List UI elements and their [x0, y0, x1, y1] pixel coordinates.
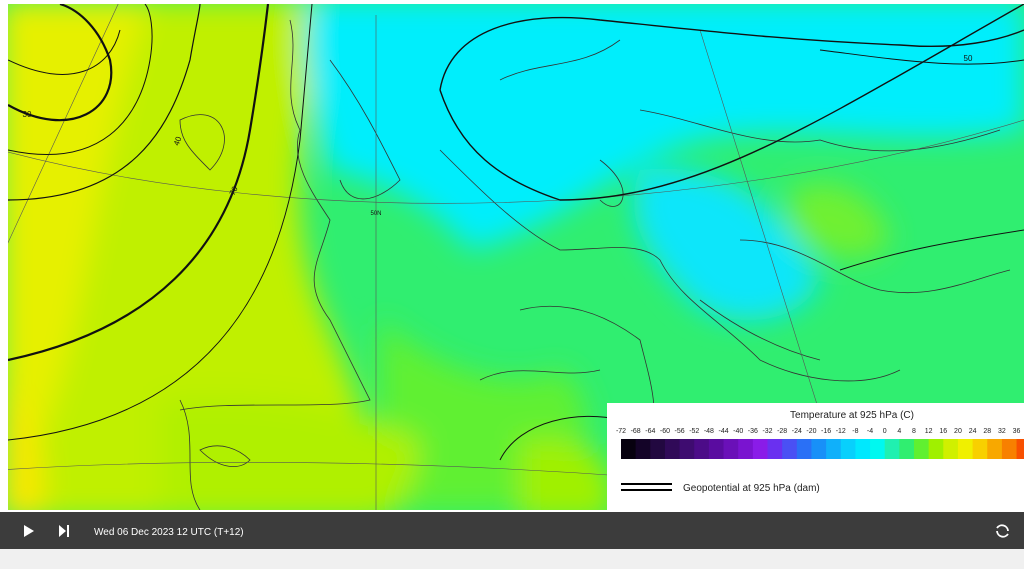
legend-tick-label: -48: [704, 428, 714, 435]
legend-line-label: Geopotential at 925 hPa (dam): [683, 483, 820, 494]
legend-tick-label: -72: [616, 428, 626, 435]
legend-tick-label: 20: [954, 428, 962, 435]
color-swatch: [1001, 439, 1018, 459]
color-swatch: [826, 439, 842, 459]
color-swatch: [752, 439, 768, 459]
legend-tick-label: -52: [689, 428, 699, 435]
color-swatch: [621, 439, 637, 459]
color-swatch: [840, 439, 856, 459]
legend-tick-label: 12: [925, 428, 933, 435]
legend-tick-label: -28: [777, 428, 787, 435]
legend-tick-label: -12: [836, 428, 846, 435]
color-swatch: [650, 439, 666, 459]
legend-tick-label: -8: [852, 428, 858, 435]
legend-tick-label: 24: [969, 428, 977, 435]
play-button[interactable]: [24, 525, 34, 537]
color-swatch: [943, 439, 959, 459]
contour-label: 50: [964, 54, 973, 63]
legend-tick-label: -4: [867, 428, 873, 435]
legend-title: Temperature at 925 hPa (C): [790, 410, 914, 421]
color-swatch: [708, 439, 725, 459]
color-swatch: [635, 439, 651, 459]
color-swatch: [738, 439, 754, 459]
legend-tick-label: -16: [821, 428, 831, 435]
legend-tick-label: 4: [897, 428, 901, 435]
legend-tick-label: 8: [912, 428, 916, 435]
contour-label: 70: [228, 185, 240, 197]
color-swatch: [855, 439, 871, 459]
legend-tick-label: 0: [883, 428, 887, 435]
legend-tick-label: -20: [806, 428, 816, 435]
legend-tick-label: 36: [1013, 428, 1021, 435]
legend-tick-label: -40: [733, 428, 743, 435]
legend-tick-label: 16: [939, 428, 947, 435]
color-swatch: [723, 439, 739, 459]
color-swatch: [664, 439, 681, 459]
legend-tick-label: -60: [660, 428, 670, 435]
legend-tick-label: 32: [998, 428, 1006, 435]
legend-tick-label: -36: [748, 428, 758, 435]
legend-tick-label: -64: [645, 428, 655, 435]
legend-tick-label: -56: [675, 428, 685, 435]
color-swatch: [914, 439, 930, 459]
contour-label: 30: [23, 110, 32, 119]
player-bar: [0, 512, 1024, 549]
map: 30 40 70 50 50N: [8, 4, 1024, 510]
color-swatch: [782, 439, 798, 459]
color-swatch: [767, 439, 783, 459]
time-label: Wed 06 Dec 2023 12 UTC (T+12): [94, 527, 244, 538]
color-swatch: [957, 439, 974, 459]
contour-label: 40: [172, 135, 184, 147]
color-swatch: [679, 439, 695, 459]
legend-tick-label: -44: [718, 428, 728, 435]
color-swatch: [796, 439, 812, 459]
color-swatch: [694, 439, 710, 459]
lat-label: 50N: [370, 211, 381, 217]
legend-tick-label: 28: [983, 428, 991, 435]
color-swatch: [899, 439, 915, 459]
step-button[interactable]: [59, 525, 69, 537]
legend-tick-label: -24: [792, 428, 802, 435]
color-swatch: [811, 439, 827, 459]
legend-tick-label: -68: [631, 428, 641, 435]
color-swatch: [987, 439, 1003, 459]
legend-tick-label: -32: [762, 428, 772, 435]
color-swatch: [884, 439, 900, 459]
refresh-button[interactable]: [996, 524, 1009, 538]
color-swatch: [870, 439, 886, 459]
colorbar: -72 -68 -64 -60 -56 -52 -48 -44 -40 -36 -32 -28 -24-…: [616, 428, 1024, 459]
color-swatch: [928, 439, 944, 459]
color-swatch: [1016, 439, 1024, 459]
color-swatch: [972, 439, 988, 459]
